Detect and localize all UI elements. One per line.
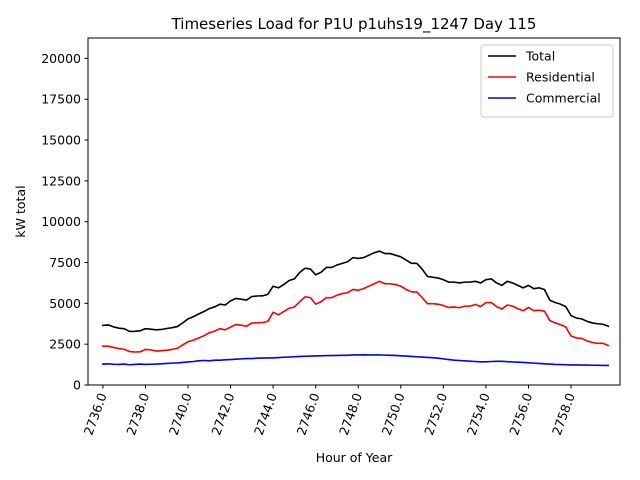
x-axis-label: Hour of Year <box>316 450 393 465</box>
x-tick-label: 2746.0 <box>293 391 322 437</box>
x-tick-label: 2744.0 <box>251 391 280 437</box>
legend-label-residential: Residential <box>526 70 595 85</box>
x-tick-label: 2754.0 <box>464 391 493 437</box>
y-tick-label: 17500 <box>41 92 81 107</box>
x-tick-label: 2742.0 <box>208 391 237 437</box>
legend-label-commercial: Commercial <box>526 91 601 106</box>
x-tick-label: 2752.0 <box>421 391 450 437</box>
y-tick-label: 10000 <box>41 214 81 229</box>
series-line-total <box>102 250 610 333</box>
y-tick-label: 15000 <box>41 133 81 148</box>
x-tick-label: 2748.0 <box>336 391 365 437</box>
legend-label-total: Total <box>525 49 555 64</box>
y-tick-label: 7500 <box>49 255 81 270</box>
x-tick-label: 2738.0 <box>123 391 152 437</box>
series-line-commercial <box>102 353 610 367</box>
x-tick-label: 2740.0 <box>166 391 195 437</box>
legend-box <box>480 44 614 118</box>
series-line-residential <box>102 280 610 353</box>
y-tick-label: 5000 <box>49 296 81 311</box>
x-tick-label: 2750.0 <box>379 391 408 437</box>
series-layer <box>102 250 610 367</box>
y-tick-label: 20000 <box>41 51 81 66</box>
x-tick-label: 2758.0 <box>549 391 578 437</box>
y-axis-label: kW total <box>13 185 28 237</box>
plot-frame <box>87 37 621 386</box>
y-axis-ticks: 0 2500 5000 7500 10000 12500 15000 17500 20000 <box>41 51 88 393</box>
x-tick-label: 2736.0 <box>81 391 110 437</box>
x-axis-ticks: 2736.0 2738.0 2740.0 2742.0 2744.0 2746.0 2748… <box>81 385 578 437</box>
y-tick-label: 12500 <box>41 173 81 188</box>
x-tick-label: 2756.0 <box>506 391 535 437</box>
y-tick-label: 2500 <box>49 337 81 352</box>
chart-title: Timeseries Load for P1U p1uhs19_1247 Day… <box>171 15 537 34</box>
y-tick-label: 0 <box>73 378 81 393</box>
legend: Total Residential Commercial <box>480 44 614 118</box>
